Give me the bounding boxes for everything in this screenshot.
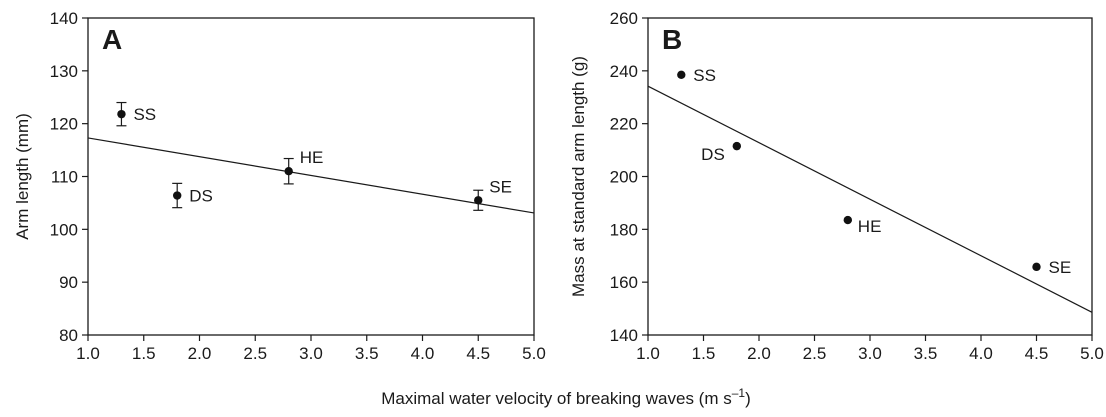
panel-a-panel-label: A: [102, 24, 122, 55]
panel-b-y-tick-label: 220: [610, 115, 638, 134]
panel-a-data-point-se: [474, 196, 483, 205]
panel-a-regression-line: [87, 137, 535, 214]
shared-x-axis-title: Maximal water velocity of breaking waves…: [381, 386, 751, 408]
panel-b-y-tick-label: 160: [610, 273, 638, 292]
panel-a-data-point-ss: [117, 109, 126, 119]
panel-b-x-tick-label: 4.5: [1025, 344, 1049, 363]
panel-b-data-point-se: [1032, 262, 1041, 272]
panel-b-data-point-ds: [732, 141, 741, 151]
panel-b-x-tick-label: 5.0: [1080, 344, 1104, 363]
panel-a-y-tick-label: 90: [59, 273, 78, 292]
x-axis-title-close: ): [745, 389, 751, 408]
panel-a-y-tick-label: 100: [50, 220, 78, 239]
panel-a-plot-frame: [87, 17, 535, 336]
panel-a-y-tick-label: 120: [50, 115, 78, 134]
panel-b-data-point-he: [843, 215, 852, 225]
panel-a-x-tick-label: 1.5: [132, 344, 156, 363]
panel-a-x-tick-label: 3.5: [355, 344, 379, 363]
panel-a-y-tick-label: 140: [50, 9, 78, 28]
panel-a-data-point-ds: [173, 191, 182, 200]
panel-b-panel-label: B: [662, 24, 682, 55]
panel-a-x-tick-label: 4.0: [411, 344, 435, 363]
panel-a-x-tick-label: 4.5: [466, 344, 490, 363]
x-axis-title-main: Maximal water velocity of breaking waves…: [381, 389, 732, 408]
panel-a-chart: 1.0 1.5 2.0 2.5 3.0 3.5 4.0 4.5 5.0 80 90 100 110 120…: [13, 9, 546, 363]
x-axis-title-superscript: –1: [732, 386, 746, 400]
panel-b-x-tick-label: 2.5: [803, 344, 827, 363]
panel-b-y-axis-title: Mass at standard arm length (g): [569, 56, 588, 297]
panel-a-point-label-ss: SS: [133, 105, 156, 124]
panel-a-x-tick-label: 5.0: [522, 344, 546, 363]
panel-b-y-tick-label: 260: [610, 9, 638, 28]
panel-b-chart: 1.0 1.5 2.0 2.5 3.0 3.5 4.0 4.5 5.0 140 160 180 200 2…: [569, 9, 1104, 363]
panel-a-point-label-he: HE: [300, 148, 324, 167]
panel-b-y-tick-label: 140: [610, 326, 638, 345]
panel-b-y-tick-label: 180: [610, 220, 638, 239]
panel-b-point-label-se: SE: [1049, 258, 1072, 277]
panel-b-x-tick-label: 3.0: [858, 344, 882, 363]
panel-b-x-tick-label: 1.5: [692, 344, 716, 363]
panel-a-data-point-he: [284, 167, 293, 176]
panel-b-regression-line: [647, 85, 1093, 313]
panel-b-point-label-ds: DS: [701, 145, 725, 164]
panel-a-x-tick-label: 2.0: [188, 344, 212, 363]
panel-a-y-tick-label: 110: [51, 168, 78, 187]
panel-b-x-tick-label: 3.5: [914, 344, 938, 363]
panel-b-point-label-he: HE: [858, 217, 882, 236]
panel-b-x-tick-label: 4.0: [969, 344, 993, 363]
panel-a-y-tick-label: 130: [50, 62, 78, 81]
panel-b-point-label-ss: SS: [693, 66, 716, 85]
panel-b-data-point-ss: [677, 70, 686, 79]
panel-b-x-tick-label: 2.0: [747, 344, 771, 363]
panel-b-y-tick-label: 200: [610, 168, 638, 187]
panel-a-x-tick-label: 1.0: [76, 344, 100, 363]
panel-a-point-label-se: SE: [489, 177, 512, 196]
panel-a-x-tick-label: 3.0: [299, 344, 323, 363]
panel-a-point-label-ds: DS: [189, 187, 213, 206]
panel-a-y-axis-title: Arm length (mm): [13, 113, 32, 240]
panel-b-x-tick-label: 1.0: [636, 344, 660, 363]
panel-a-y-tick-label: 80: [59, 326, 78, 345]
panel-b-y-tick-label: 240: [610, 62, 638, 81]
panel-a-x-tick-label: 2.5: [243, 344, 267, 363]
